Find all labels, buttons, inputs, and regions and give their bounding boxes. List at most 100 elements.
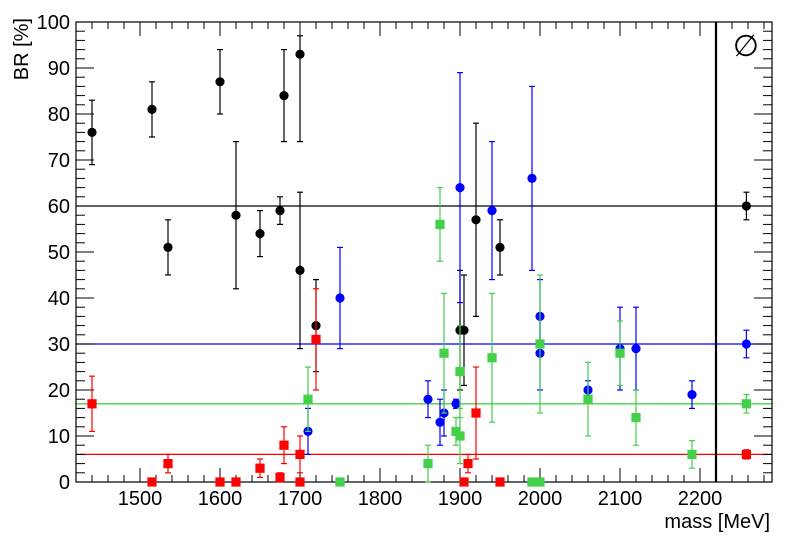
data-point: [583, 361, 593, 437]
data-point: [455, 71, 465, 304]
y-tick-label: 0: [59, 472, 70, 494]
data-point: [741, 449, 751, 460]
x-tick-label: 2000: [518, 488, 563, 510]
y-tick-label: 10: [48, 426, 70, 448]
point-marker: [311, 334, 321, 344]
x-tick-label: 1900: [438, 488, 483, 510]
data-point: [295, 477, 305, 487]
data-point: [311, 288, 321, 391]
point-marker: [147, 477, 157, 487]
data-point: [163, 453, 173, 474]
data-point: [295, 191, 305, 350]
data-point: [451, 398, 461, 409]
data-point: [439, 292, 449, 414]
data-point: [163, 219, 173, 276]
point-marker: [741, 449, 751, 459]
point-marker: [163, 242, 173, 252]
point-marker: [163, 459, 173, 469]
data-point: [487, 141, 497, 281]
point-marker: [295, 265, 305, 275]
point-marker: [459, 325, 469, 335]
point-marker: [687, 449, 697, 459]
data-point: [487, 292, 497, 423]
data-point: [87, 99, 97, 166]
x-tick-label: 1700: [278, 488, 323, 510]
point-marker: [471, 215, 481, 225]
series-mean-lines: [76, 205, 772, 456]
point-marker: [471, 408, 481, 418]
data-point: [495, 477, 505, 487]
y-tick-label: 70: [48, 150, 70, 172]
data-point: [471, 366, 481, 460]
data-point: [459, 477, 469, 487]
point-marker: [495, 477, 505, 487]
point-marker: [215, 77, 225, 87]
x-tick-label: 2200: [678, 488, 723, 510]
data-point: [535, 477, 545, 487]
y-tick-label: 60: [48, 196, 70, 218]
data-point: [687, 380, 697, 409]
point-marker: [487, 353, 497, 363]
point-marker: [455, 367, 465, 377]
data-point: [303, 366, 313, 432]
y-tick-label: 80: [48, 104, 70, 126]
point-marker: [463, 459, 473, 469]
point-marker: [215, 477, 225, 487]
data-point: [471, 122, 481, 317]
point-marker: [527, 477, 537, 487]
point-marker: [687, 390, 697, 400]
data-points: [87, 35, 752, 487]
point-marker: [279, 440, 289, 450]
point-marker: [303, 394, 313, 404]
data-point: [615, 320, 625, 386]
data-point: [279, 426, 289, 465]
point-marker: [459, 477, 469, 487]
y-tick-label: 50: [48, 242, 70, 264]
point-marker: [275, 472, 285, 482]
point-marker: [439, 348, 449, 358]
point-marker: [583, 394, 593, 404]
point-marker: [741, 339, 752, 349]
point-marker: [231, 210, 241, 220]
point-marker: [87, 127, 97, 137]
point-marker: [335, 293, 345, 303]
panel-symbol: ∅: [733, 30, 759, 63]
point-marker: [435, 417, 445, 427]
data-point: [741, 394, 751, 414]
plot-frame: [75, 21, 773, 483]
point-marker: [423, 394, 433, 404]
point-marker: [231, 477, 241, 487]
x-axis-label: mass [MeV]: [664, 511, 770, 533]
data-point: [455, 407, 465, 465]
point-marker: [631, 344, 641, 354]
data-point: [295, 435, 305, 474]
data-point: [435, 187, 445, 262]
data-point: [527, 477, 537, 487]
data-point: [687, 440, 697, 469]
data-point: [87, 375, 97, 432]
data-point: [741, 329, 752, 359]
point-marker: [255, 463, 265, 473]
y-tick-label: 100: [37, 12, 70, 34]
data-point: [231, 141, 241, 290]
point-marker: [741, 399, 751, 409]
point-marker: [741, 201, 752, 211]
point-marker: [631, 413, 641, 423]
point-marker: [279, 91, 289, 101]
data-point: [147, 477, 157, 487]
data-point: [255, 458, 265, 478]
point-marker: [423, 459, 433, 469]
point-marker: [535, 477, 545, 487]
x-tick-label: 1500: [118, 488, 163, 510]
x-tick-label: 1800: [358, 488, 403, 510]
data-point: [147, 81, 157, 138]
data-point: [295, 35, 305, 143]
point-marker: [451, 399, 461, 409]
data-point: [527, 85, 537, 271]
y-tick-label: 20: [48, 380, 70, 402]
x-tick-label: 2100: [598, 488, 643, 510]
point-marker: [487, 206, 497, 216]
axes: 0 10 20 30 40 50 60 70 80 90 100 1500 1600 1700 1800 19…: [37, 12, 773, 510]
data-point: [279, 48, 289, 143]
